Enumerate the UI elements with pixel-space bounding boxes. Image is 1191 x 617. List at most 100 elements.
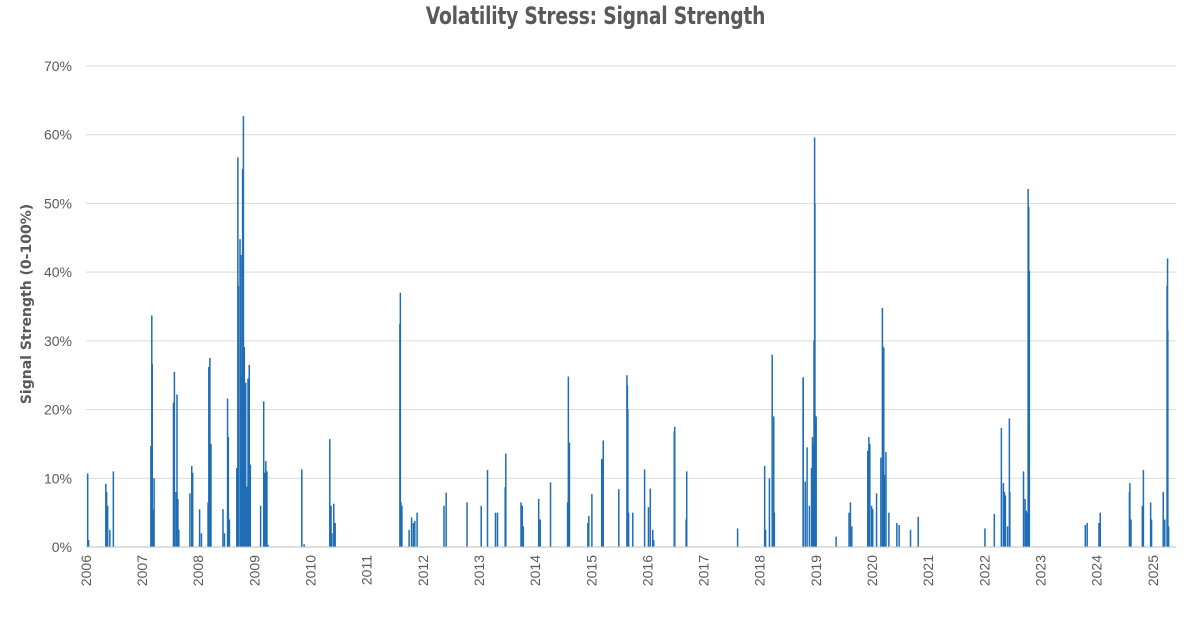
bar — [885, 452, 887, 547]
bar — [1086, 522, 1088, 547]
bar — [153, 478, 155, 547]
bar — [649, 488, 652, 547]
bar — [105, 492, 108, 547]
bar — [412, 522, 415, 547]
bar — [178, 529, 180, 547]
x-tick-label: 2024 — [1089, 555, 1105, 586]
bar — [227, 437, 230, 547]
bar — [173, 371, 176, 547]
x-tick-label: 2013 — [471, 555, 487, 586]
bar — [209, 358, 211, 547]
bar — [652, 540, 655, 547]
bar — [486, 470, 489, 547]
chart-title: Volatility Stress: Signal Strength — [425, 2, 766, 30]
bar — [736, 528, 739, 547]
y-tick-label: 60% — [44, 127, 72, 143]
bar — [333, 503, 335, 547]
bar — [200, 533, 203, 547]
bar — [266, 471, 268, 547]
bar — [210, 443, 212, 547]
bar — [1130, 519, 1132, 547]
bar — [806, 447, 808, 547]
y-tick-label: 70% — [44, 58, 72, 74]
bar — [868, 437, 870, 547]
bar — [152, 509, 154, 547]
x-tick-label: 2020 — [864, 555, 880, 586]
bar — [643, 469, 646, 547]
y-tick-label: 50% — [44, 195, 72, 211]
bar — [875, 493, 878, 547]
bar — [647, 507, 650, 547]
bar — [520, 502, 522, 547]
x-tick-label: 2025 — [1145, 555, 1161, 586]
bar — [207, 502, 209, 547]
bar — [480, 505, 482, 547]
bar — [984, 528, 986, 547]
bar — [189, 493, 191, 547]
bar — [208, 366, 210, 547]
bar — [443, 505, 445, 547]
x-tick-label: 2010 — [303, 555, 319, 586]
bar — [867, 450, 869, 547]
x-tick-label: 2008 — [190, 555, 206, 586]
y-tick-label: 40% — [44, 264, 72, 280]
y-tick-label: 0% — [52, 539, 72, 555]
bar — [1141, 505, 1144, 547]
bar — [191, 465, 193, 547]
x-tick-label: 2023 — [1032, 555, 1048, 586]
bar — [673, 426, 676, 547]
bar — [416, 512, 418, 547]
bar — [835, 536, 837, 547]
bar — [888, 512, 890, 547]
x-tick-label: 2018 — [752, 555, 768, 586]
bar — [883, 474, 886, 547]
bar — [262, 401, 265, 547]
bar — [177, 498, 179, 547]
bar — [222, 509, 224, 547]
bar — [240, 375, 243, 547]
bar — [1142, 470, 1145, 547]
bar — [105, 483, 107, 547]
bar — [815, 416, 817, 547]
bar — [399, 292, 402, 547]
bar — [1028, 270, 1031, 547]
bar — [414, 520, 416, 547]
bar — [600, 459, 603, 547]
bar — [771, 354, 773, 547]
bar — [241, 169, 244, 547]
bar — [303, 544, 305, 547]
bar — [537, 498, 540, 547]
bar — [1162, 492, 1164, 547]
bar — [242, 116, 245, 547]
bar — [652, 529, 654, 547]
bar — [685, 471, 688, 547]
bar — [883, 347, 885, 547]
bar — [408, 529, 410, 547]
bar — [466, 502, 468, 547]
bar — [993, 514, 996, 547]
bar — [851, 526, 853, 547]
bar — [773, 512, 776, 547]
y-axis-ticks: 0% 10% 20% 30% 40% 50% 60% 70% — [44, 58, 72, 555]
x-tick-label: 2015 — [583, 555, 599, 586]
x-tick-label: 2011 — [359, 555, 375, 585]
bar — [109, 529, 111, 547]
bar — [265, 461, 267, 547]
bar — [909, 529, 912, 547]
x-tick-label: 2009 — [246, 555, 262, 586]
bar — [591, 494, 593, 547]
bar — [898, 525, 900, 547]
bar — [1009, 492, 1011, 547]
bar — [151, 364, 153, 547]
bar — [1024, 498, 1026, 547]
bar — [1006, 526, 1009, 547]
y-tick-label: 30% — [44, 333, 72, 349]
bar — [330, 505, 332, 547]
bar — [1129, 483, 1131, 547]
x-tick-label: 2021 — [920, 555, 936, 586]
bar — [1008, 418, 1011, 547]
bar — [1099, 512, 1101, 547]
bar — [848, 512, 850, 547]
bar — [86, 473, 89, 547]
